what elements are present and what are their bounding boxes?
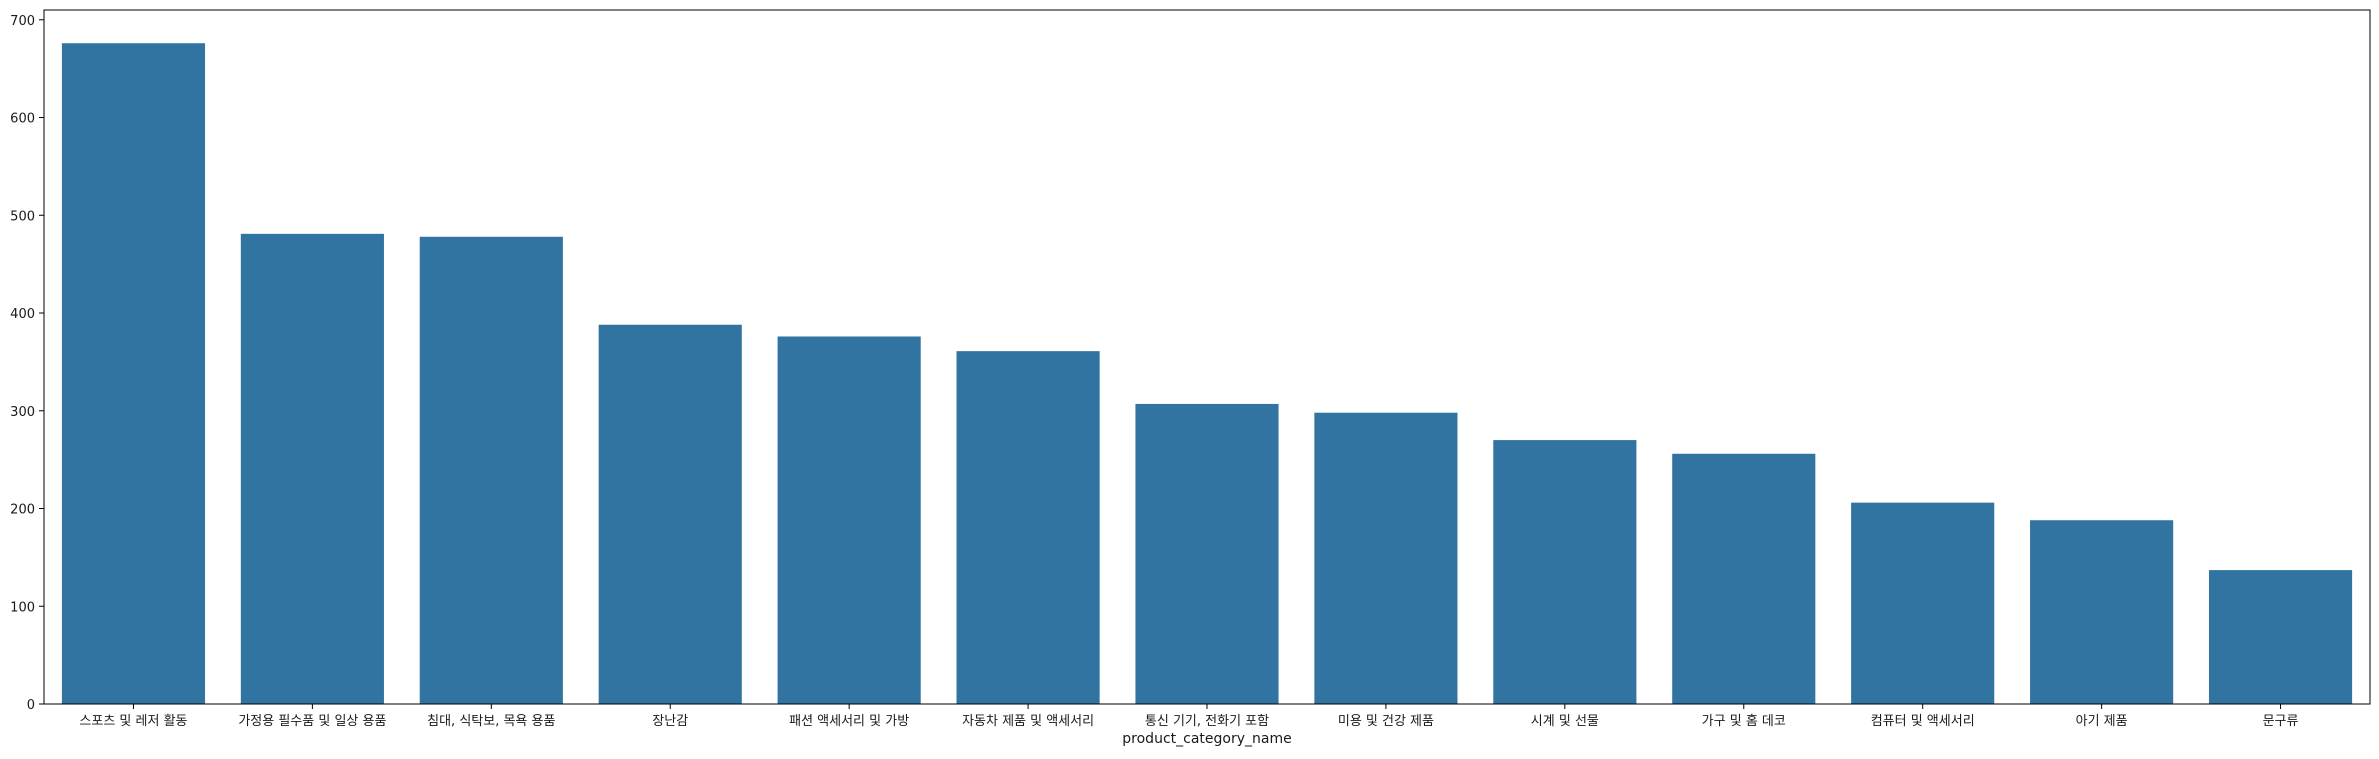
plot-frame — [43, 9, 2371, 705]
y-tick-label: 600 — [10, 112, 35, 127]
bar — [2208, 570, 2353, 704]
bar — [419, 236, 563, 704]
x-tick-label: 장난감 — [652, 714, 688, 729]
bar — [598, 324, 742, 704]
y-tick-label: 700 — [10, 14, 35, 29]
y-tick-label: 500 — [10, 209, 35, 224]
x-tick-label: 가구 및 홈 데코 — [1702, 714, 1786, 729]
x-axis-title: product_category_name — [1122, 731, 1291, 747]
y-tick-label: 0 — [27, 698, 35, 713]
bar — [956, 351, 1100, 704]
bars-group — [61, 43, 2353, 705]
bar — [2030, 520, 2174, 704]
bar — [1851, 502, 1995, 704]
x-axis: 스포츠 및 레저 활동 가정용 필수품 및 일상 용품 침대, 식탁보, 목욕 용품… — [79, 704, 2299, 729]
y-tick-label: 400 — [10, 307, 35, 322]
x-tick-label: 통신 기기, 전화기 포함 — [1145, 714, 1269, 729]
x-tick-label: 자동차 제품 및 액세서리 — [962, 714, 1094, 729]
x-tick-label: 가정용 필수품 및 일상 용품 — [238, 714, 386, 729]
y-tick-label: 200 — [10, 503, 35, 518]
x-tick-label: 패션 액세서리 및 가방 — [789, 714, 909, 729]
bar — [240, 233, 384, 705]
bar — [1314, 412, 1458, 704]
x-tick-label: 문구류 — [2263, 714, 2299, 729]
y-tick-label: 100 — [10, 600, 35, 615]
bar — [777, 336, 921, 704]
x-tick-label: 시계 및 선물 — [1531, 714, 1599, 729]
bar — [61, 43, 206, 704]
x-tick-label: 침대, 식탁보, 목욕 용품 — [427, 714, 555, 729]
bar — [1135, 403, 1279, 704]
x-tick-label: 미용 및 건강 제품 — [1338, 714, 1434, 729]
bar — [1493, 440, 1637, 704]
bar — [1672, 453, 1816, 704]
y-axis: 0 100 200 300 400 500 600 700 — [10, 14, 44, 713]
x-tick-label: 스포츠 및 레저 활동 — [79, 714, 187, 729]
x-tick-label: 아기 제품 — [2076, 714, 2128, 729]
y-tick-label: 300 — [10, 405, 35, 420]
x-tick-label: 컴퓨터 및 액세서리 — [1871, 714, 1975, 729]
